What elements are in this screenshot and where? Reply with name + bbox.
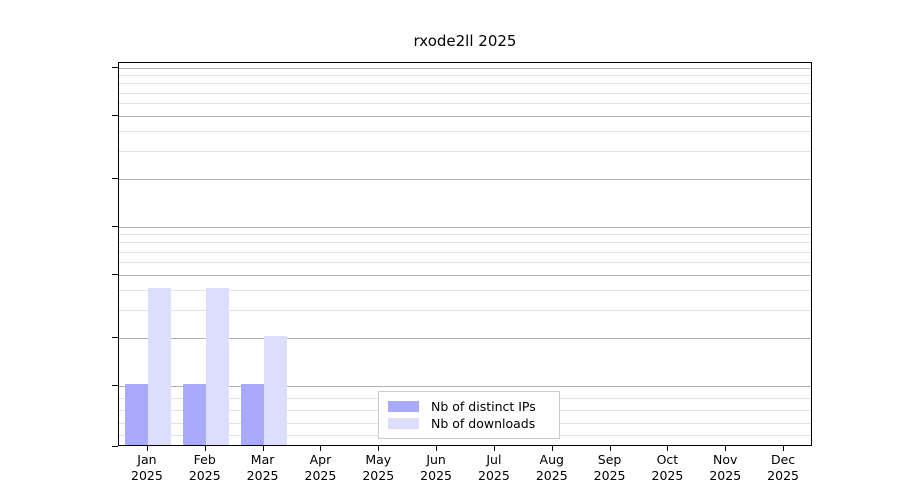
x-tick-year: 2025 (131, 468, 163, 483)
x-tick-mark (552, 446, 553, 451)
bar (124, 384, 148, 445)
x-tick-year: 2025 (304, 468, 337, 483)
x-tick-month: Oct (656, 452, 679, 467)
gridline-minor (119, 290, 811, 291)
x-tick-year: 2025 (246, 468, 279, 483)
x-tick-month: May (365, 452, 392, 467)
x-tick-label: Jun 2025 (396, 452, 476, 484)
x-tick-month: Jan (137, 452, 157, 467)
x-tick-mark (667, 446, 668, 451)
x-tick-year: 2025 (767, 468, 799, 483)
gridline-major (119, 68, 811, 69)
x-tick-month: Sep (597, 452, 622, 467)
x-tick-month: Apr (309, 452, 332, 467)
x-tick-month: Aug (539, 452, 564, 467)
x-tick-label: Nov 2025 (685, 452, 765, 484)
bar (240, 384, 264, 445)
x-tick-month: Jul (486, 452, 502, 467)
x-tick-label: Dec 2025 (743, 452, 823, 484)
gridline-major (119, 227, 811, 228)
gridline-minor (119, 131, 811, 132)
bar (147, 288, 171, 445)
x-tick-label: Jul 2025 (454, 452, 534, 484)
y-tick-mark (112, 337, 118, 338)
gridline-minor (119, 252, 811, 253)
chart-title: rxode2ll 2025 (413, 32, 517, 50)
y-tick-mark (112, 274, 118, 275)
gridline-major (119, 179, 811, 180)
x-tick-month: Feb (193, 452, 216, 467)
gridline-major (119, 386, 811, 387)
x-tick-label: May 2025 (338, 452, 418, 484)
y-axis: 0125102050100 (0, 0, 118, 500)
x-tick-mark (205, 446, 206, 451)
legend-swatch (388, 418, 419, 429)
x-tick-label: Oct 2025 (627, 452, 707, 484)
x-tick-label: Sep 2025 (570, 452, 650, 484)
y-tick-mark (112, 226, 118, 227)
x-tick-month: Jun (426, 452, 446, 467)
x-tick-year: 2025 (362, 468, 395, 483)
x-tick-mark (725, 446, 726, 451)
y-tick-mark (112, 385, 118, 386)
x-tick-year: 2025 (420, 468, 452, 483)
x-tick-year: 2025 (535, 468, 568, 483)
x-tick-mark (610, 446, 611, 451)
y-tick-mark (112, 115, 118, 116)
x-tick-month: Dec (770, 452, 796, 467)
bar (263, 336, 287, 445)
bar (205, 288, 229, 445)
legend-item[interactable]: Nb of distinct IPs (388, 398, 550, 415)
y-tick-mark (112, 446, 118, 447)
x-tick-mark (783, 446, 784, 451)
gridline-minor (119, 103, 811, 104)
gridline-minor (119, 310, 811, 311)
y-tick-mark (112, 178, 118, 179)
y-tick-mark (112, 67, 118, 68)
gridline-minor (119, 262, 811, 263)
legend-label: Nb of distinct IPs (431, 398, 536, 414)
x-tick-year: 2025 (188, 468, 221, 483)
x-tick-label: Mar 2025 (223, 452, 303, 484)
x-tick-label: Aug 2025 (512, 452, 592, 484)
bar (182, 384, 206, 445)
x-tick-label: Apr 2025 (280, 452, 360, 484)
gridline-minor (119, 242, 811, 243)
gridline-major (119, 275, 811, 276)
legend-swatch (388, 401, 419, 412)
legend-item[interactable]: Nb of downloads (388, 415, 550, 432)
x-tick-mark (378, 446, 379, 451)
gridline-minor (119, 151, 811, 152)
gridline-major (119, 116, 811, 117)
gridline-major (119, 338, 811, 339)
x-tick-year: 2025 (651, 468, 684, 483)
x-tick-mark (147, 446, 148, 451)
x-tick-mark (436, 446, 437, 451)
legend-label: Nb of downloads (431, 415, 536, 431)
x-tick-mark (494, 446, 495, 451)
x-tick-mark (263, 446, 264, 451)
x-tick-year: 2025 (709, 468, 742, 483)
gridline-minor (119, 83, 811, 84)
x-tick-mark (320, 446, 321, 451)
x-tick-month: Nov (713, 452, 738, 467)
x-tick-year: 2025 (593, 468, 626, 483)
chart-legend: Nb of distinct IPs Nb of downloads (378, 391, 560, 439)
x-tick-year: 2025 (478, 468, 510, 483)
x-tick-month: Mar (250, 452, 275, 467)
x-tick-label: Jan 2025 (107, 452, 187, 484)
gridline-minor (119, 234, 811, 235)
gridline-minor (119, 75, 811, 76)
x-tick-label: Feb 2025 (165, 452, 245, 484)
gridline-minor (119, 93, 811, 94)
